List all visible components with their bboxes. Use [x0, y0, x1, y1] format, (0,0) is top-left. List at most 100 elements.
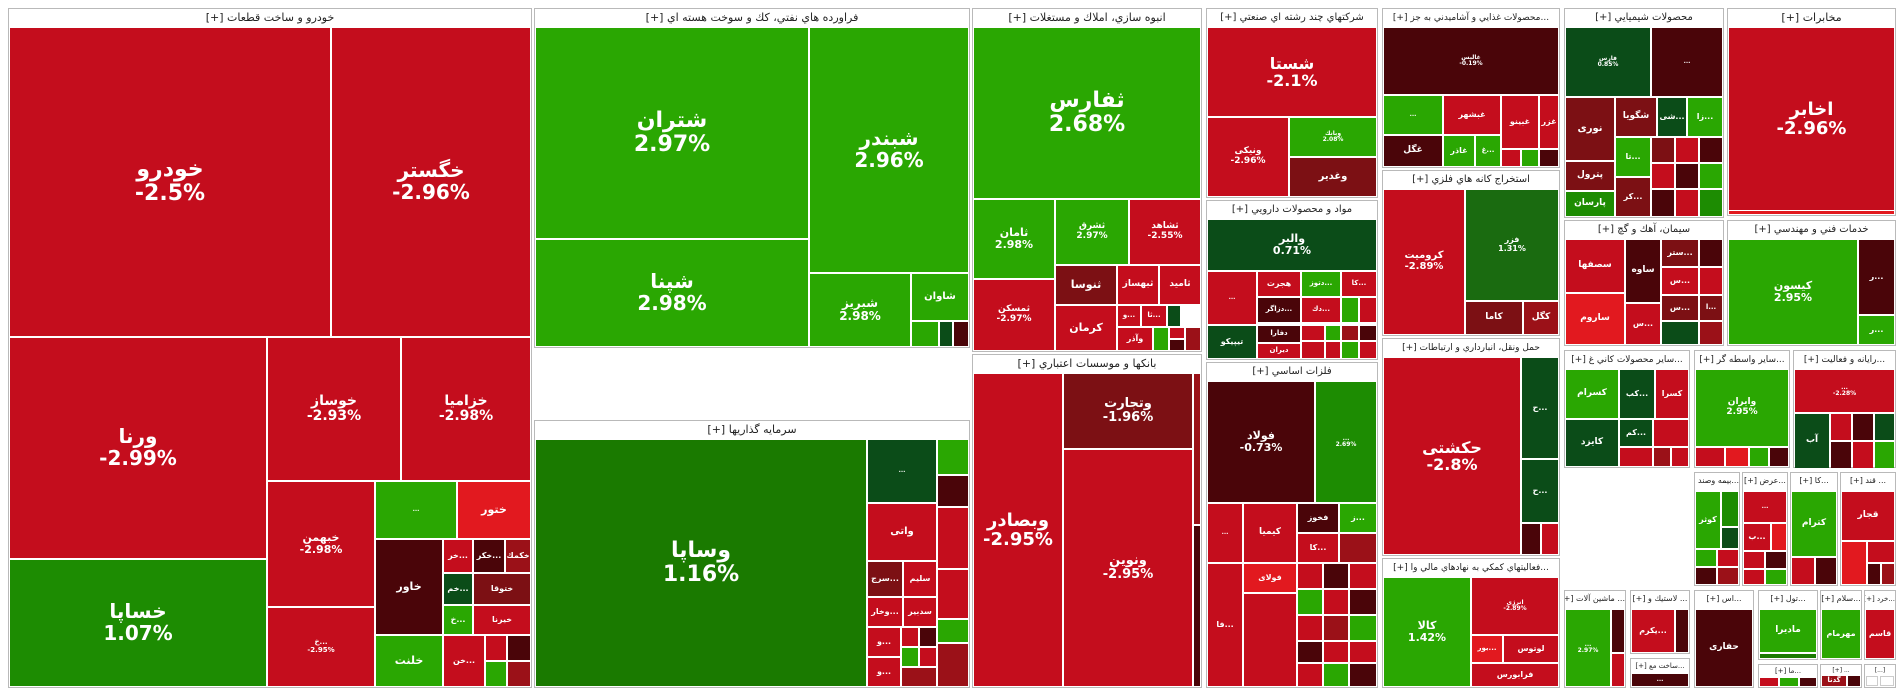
tile-auto-خلنت[interactable]: خلنت: [376, 636, 442, 686]
tile-insurance-کوثر[interactable]: کوثر: [1696, 492, 1720, 548]
sector-title-chemicals[interactable]: محصولات شيميايي [+]: [1565, 9, 1723, 27]
tile-pharma-...دزاگر[interactable]: ...دزاگر: [1258, 298, 1300, 322]
sector-title-pharma[interactable]: مواد و محصولات دارويي [+]: [1207, 201, 1377, 219]
tile-chemicals-...کر[interactable]: ...کر: [1616, 178, 1650, 216]
tile-chemicals[interactable]: [1652, 190, 1674, 216]
tile-real-estate-ثبهساز[interactable]: ثبهساز: [1118, 266, 1158, 304]
tile-auto-خگستر[interactable]: خگستر -2.96%: [332, 28, 530, 336]
tile-auto-خوساز[interactable]: خوساز -2.93%: [268, 338, 400, 480]
tile-ma[interactable]: [1780, 678, 1798, 686]
tile-real-estate-ثامان[interactable]: ثامان 2.98%: [974, 200, 1054, 278]
tile-other-minerals[interactable]: [1672, 448, 1688, 466]
tile-supply[interactable]: [1766, 552, 1786, 568]
tile-auto-خاور[interactable]: خاور: [376, 540, 442, 634]
tile-other-minerals[interactable]: [1620, 448, 1652, 466]
tile-cement[interactable]: [1700, 322, 1722, 344]
tile-rubber-...یکرم[interactable]: ...یکرم: [1632, 610, 1674, 652]
sector-title-oil-products[interactable]: فراورده هاي نفتي، كك و سوخت هسته اي [+]: [535, 9, 969, 27]
tile-real-estate-ثامید[interactable]: ثامید: [1160, 266, 1200, 304]
tile-food-غبینو[interactable]: غبینو: [1502, 96, 1538, 148]
tile-chemicals[interactable]: [1700, 190, 1722, 216]
tile-pharma[interactable]: [1360, 342, 1376, 358]
tile-auto[interactable]: [486, 662, 506, 686]
tile-financial-aux-فرابورس[interactable]: فرابورس: [1472, 664, 1558, 686]
tile-chemicals[interactable]: [1652, 164, 1674, 188]
tile-conglomerates-وغدیر[interactable]: وغدیر: [1290, 158, 1376, 196]
tile-it[interactable]: [1875, 442, 1894, 468]
tile-pharma[interactable]: [1360, 326, 1376, 340]
tile-it[interactable]: [1875, 414, 1894, 440]
tile-chemicals-پارسان[interactable]: پارسان: [1566, 192, 1614, 216]
tile-engineering-کیسون[interactable]: کیسون 2.95%: [1729, 240, 1857, 344]
tile-metal-mining-کرومیت[interactable]: کرومیت -2.89%: [1384, 190, 1464, 334]
sector-title-ka[interactable]: ...کا [+]: [1791, 473, 1837, 489]
tile-investments-واتی[interactable]: واتی: [868, 504, 936, 560]
sector-title-metal-mining[interactable]: استخراج کانه هاي فلزي [+]: [1383, 171, 1559, 189]
tile-conglomerates-شستا[interactable]: شستا -2.1%: [1208, 28, 1376, 116]
sector-title-other-minerals[interactable]: ...ساير محصولات کاني غ [+]: [1565, 351, 1689, 369]
tile-auto-ختور[interactable]: ختور: [458, 482, 530, 538]
tile-chemicals[interactable]: [1652, 138, 1674, 162]
sector-title-empty-group[interactable]: [...]: [1865, 665, 1895, 676]
sector-title-rubber[interactable]: ... لاستيك و [+]: [1631, 591, 1689, 607]
tile-insurance[interactable]: [1696, 550, 1716, 566]
tile-base-metals[interactable]: [1324, 564, 1348, 588]
tile-investments-...سرج[interactable]: ...سرج: [868, 562, 902, 596]
tile-banks[interactable]: [1194, 526, 1200, 686]
tile-auto-...خر[interactable]: ...خر: [444, 540, 472, 572]
tile-ma[interactable]: [1800, 678, 1816, 686]
tile-investments[interactable]: [902, 668, 936, 686]
tile-base-metals[interactable]: [1350, 664, 1376, 686]
sector-title-machinery[interactable]: ... ماشين آلات [+]: [1565, 591, 1625, 607]
tile-banks-ونوین[interactable]: ونوین -2.95%: [1064, 450, 1192, 686]
tile-machinery-...[interactable]: ... 2.97%: [1566, 610, 1610, 686]
tile-chemicals-نوری[interactable]: نوری: [1566, 98, 1614, 160]
tile-oil-products-شبندر[interactable]: شبندر 2.96%: [810, 28, 968, 272]
tile-base-metals-فولاد[interactable]: فولاد -0.73%: [1208, 382, 1314, 502]
tile-base-metals[interactable]: [1350, 642, 1376, 662]
tile-other-intermediaries[interactable]: [1770, 448, 1788, 466]
tile-real-estate-ثشرق[interactable]: ثشرق 2.97%: [1056, 200, 1128, 264]
tile-oil-products[interactable]: [940, 322, 952, 346]
tile-machinery[interactable]: [1612, 610, 1624, 652]
sector-title-base-metals[interactable]: فلزات اساسي [+]: [1207, 363, 1377, 381]
tile-pharma[interactable]: [1342, 342, 1358, 358]
tile-auto-خودرو[interactable]: خودرو -2.5%: [10, 28, 330, 336]
tile-other-intermediaries-وایران[interactable]: وایران 2.95%: [1696, 370, 1788, 446]
tile-auto-خزامیا[interactable]: خزامیا -2.98%: [402, 338, 530, 480]
tile-banks-وتجارت[interactable]: وتجارت -1.96%: [1064, 374, 1192, 448]
tile-insurance[interactable]: [1696, 568, 1716, 584]
tile-other-minerals[interactable]: [1654, 420, 1688, 446]
tile-other-minerals-کسرا[interactable]: کسرا: [1656, 370, 1688, 418]
tile-pharma[interactable]: [1326, 326, 1340, 340]
tile-real-estate[interactable]: [1168, 306, 1180, 326]
sector-title-ma[interactable]: ...ما [+]: [1759, 665, 1817, 677]
sector-title-cement[interactable]: سيمان، آهك و گچ [+]: [1565, 221, 1723, 239]
tile-base-metals[interactable]: [1340, 534, 1376, 562]
tile-investments-سدبیر[interactable]: سدبیر: [904, 598, 936, 626]
tile-real-estate[interactable]: [1170, 340, 1184, 350]
sector-title-engineering[interactable]: خدمات فني و مهندسي [+]: [1728, 221, 1895, 239]
tile-banks-وبصادر[interactable]: وبصادر -2.95%: [974, 374, 1062, 686]
sector-title-food[interactable]: ...محصولات غذايي و آشاميدني به جز [+]: [1383, 9, 1559, 27]
tile-base-metals[interactable]: [1350, 564, 1376, 588]
tile-investments-...و[interactable]: ...و: [868, 658, 900, 686]
sector-title-banks[interactable]: بانکها و موسسات اعتباري [+]: [973, 355, 1201, 373]
tile-metal-mining-کگل[interactable]: کگل: [1524, 302, 1558, 334]
tile-other-intermediaries[interactable]: [1750, 448, 1768, 466]
tile-transport-...ح[interactable]: ...ح: [1522, 358, 1558, 458]
tile-chemicals-شگویا[interactable]: شگویا: [1616, 98, 1656, 136]
tile-auto-...خم[interactable]: ...خم: [444, 574, 472, 604]
sector-title-other-intermediaries[interactable]: ...ساير واسطه گر [+]: [1695, 351, 1789, 369]
tile-auto-...خ[interactable]: ...خ: [444, 606, 472, 634]
tile-engineering-...ر[interactable]: ...ر: [1859, 316, 1894, 344]
tile-pharma[interactable]: [1302, 326, 1324, 340]
tile-chemicals[interactable]: [1700, 138, 1722, 162]
tile-investments-وساپا[interactable]: وساپا 1.16%: [536, 440, 866, 686]
tile-ka[interactable]: [1816, 558, 1836, 584]
tile-investments[interactable]: [938, 570, 968, 618]
tile-base-metals[interactable]: [1350, 590, 1376, 614]
tile-pharma[interactable]: [1360, 298, 1376, 322]
sector-title-financial-aux[interactable]: ...فعاليتهاي کمکي به نهادهاي مالي وا [+]: [1383, 559, 1559, 577]
tile-oil-products[interactable]: [912, 322, 938, 346]
